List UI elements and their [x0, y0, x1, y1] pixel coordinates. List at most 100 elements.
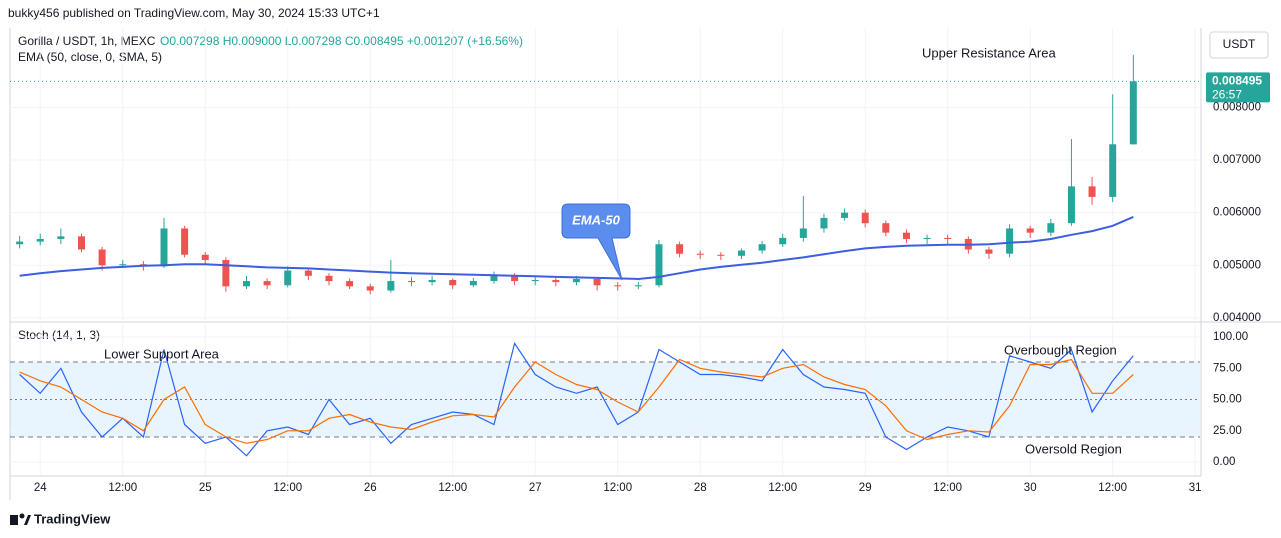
candle-body — [1047, 223, 1055, 233]
candle-body — [614, 285, 622, 287]
candle-body — [572, 278, 580, 283]
footer-logo — [10, 513, 31, 525]
candle-body — [366, 286, 374, 291]
candle-body — [861, 212, 869, 224]
candle-body — [1109, 144, 1117, 197]
countdown-label: 26:57 — [1212, 88, 1242, 102]
candle-body — [16, 241, 24, 245]
candle-body — [36, 238, 44, 242]
callout-bubble — [561, 203, 631, 281]
x-tick-label: 28 — [694, 482, 707, 494]
y-tick-label: 75.00 — [1213, 362, 1242, 374]
y-tick-label: 0.005000 — [1213, 259, 1261, 271]
candle-body — [428, 280, 436, 283]
y-tick-label: 100.00 — [1213, 331, 1248, 343]
candle-body — [944, 237, 952, 239]
candle-body — [758, 244, 766, 251]
stoch-line — [19, 341, 1134, 457]
candle-body — [469, 281, 477, 286]
x-tick-label: 12:00 — [108, 482, 137, 494]
annotation: Overbought Region — [1004, 342, 1117, 357]
y-tick-label: 0.004000 — [1213, 312, 1261, 324]
candle-body — [201, 254, 209, 261]
candle-body — [634, 285, 642, 287]
candle-body — [779, 237, 787, 245]
candle-body — [263, 281, 271, 286]
candle-body — [407, 281, 415, 283]
candle-body — [902, 232, 910, 239]
candle-body — [552, 280, 560, 283]
candle-body — [222, 260, 230, 287]
annotation: Upper Resistance Area — [922, 45, 1056, 60]
price-tag — [1206, 72, 1270, 103]
candle-body — [325, 275, 333, 282]
candle-body — [717, 254, 725, 256]
logo-dot — [19, 513, 25, 519]
stoch-line — [19, 358, 1134, 444]
candle-body — [799, 228, 807, 238]
x-tick-label: 12:00 — [603, 482, 632, 494]
candle-body — [77, 236, 85, 250]
candle-body — [160, 228, 168, 267]
x-tick-label: 12:00 — [768, 482, 797, 494]
ema-line — [19, 215, 1134, 281]
candle-body — [346, 281, 354, 287]
candle-body — [449, 280, 457, 286]
y-tick-label: 0.007000 — [1213, 154, 1261, 166]
stoch-label: Stoch (14, 1, 3) — [18, 328, 100, 342]
candle-body — [923, 237, 931, 239]
candle-body — [882, 223, 890, 233]
candle-body — [242, 281, 250, 287]
x-tick-label: 29 — [859, 482, 872, 494]
x-tick-label: 12:00 — [273, 482, 302, 494]
footer-brand: TradingView — [34, 511, 111, 526]
published-note: bukky456 published on TradingView.com, M… — [8, 6, 380, 20]
annotation: Oversold Region — [1025, 441, 1122, 456]
y-tick-label: 0.006000 — [1213, 207, 1261, 219]
candle-body — [1088, 186, 1096, 197]
candle-body — [98, 249, 106, 266]
candle-body — [304, 270, 312, 276]
candle-body — [820, 217, 828, 229]
indicator-label: EMA (50, close, 0, SMA, 5) — [18, 50, 162, 64]
ema-callout: EMA-50 — [561, 203, 631, 281]
logo-mark — [10, 515, 18, 525]
callout-label: EMA-50 — [572, 212, 620, 227]
x-tick-label: 27 — [529, 482, 542, 494]
candle-body — [1026, 228, 1034, 233]
candle-body — [655, 244, 663, 286]
candle-body — [531, 280, 539, 282]
y-tick-label: 25.00 — [1213, 425, 1242, 437]
candle-body — [284, 270, 292, 286]
candle-body — [985, 249, 993, 254]
candle-body — [119, 264, 127, 266]
x-tick-label: 26 — [364, 482, 377, 494]
x-tick-label: 12:00 — [933, 482, 962, 494]
price-tag-label: 0.008495 — [1212, 74, 1262, 88]
candle-body — [696, 253, 704, 255]
currency-label: USDT — [1223, 37, 1256, 51]
candle-body — [511, 275, 519, 282]
legend-symbol: Gorilla / USDT, 1h, MEXC — [18, 34, 156, 48]
currency-button[interactable] — [1209, 31, 1269, 59]
x-tick-label: 12:00 — [438, 482, 467, 494]
candle-body — [841, 212, 849, 218]
y-tick-label: 0.00 — [1213, 456, 1235, 468]
x-tick-label: 31 — [1189, 482, 1202, 494]
legend-values: O0.007298 H0.009000 L0.007298 C0.008495 … — [160, 34, 523, 48]
x-tick-label: 30 — [1024, 482, 1037, 494]
candle-body — [57, 236, 65, 239]
candle-body — [737, 250, 745, 256]
candle-body — [387, 281, 395, 291]
candle-body — [1129, 81, 1137, 145]
candle-body — [1006, 228, 1014, 254]
candle-body — [593, 278, 601, 286]
candle-body — [181, 228, 189, 255]
annotation: Lower Support Area — [104, 346, 220, 361]
logo-slash — [24, 515, 31, 525]
x-tick-label: 25 — [199, 482, 212, 494]
y-tick-label: 0.008000 — [1213, 101, 1261, 113]
